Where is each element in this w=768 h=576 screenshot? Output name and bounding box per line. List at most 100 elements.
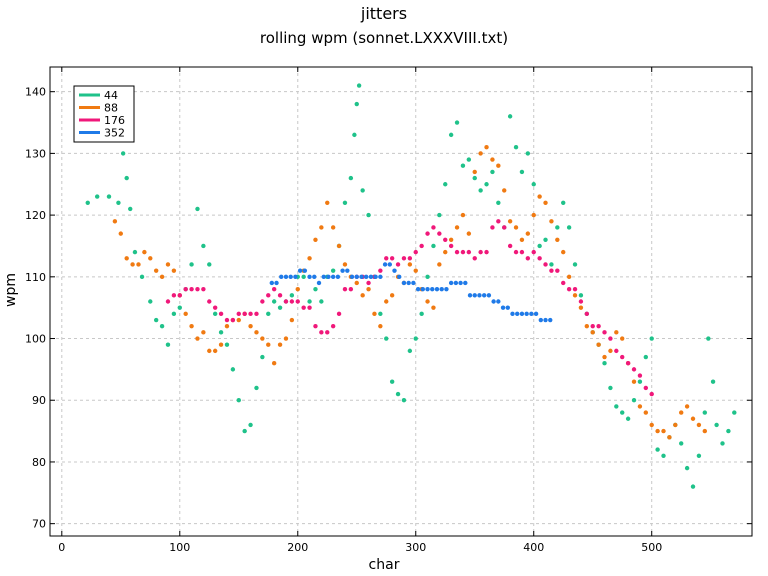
data-point xyxy=(620,354,625,360)
data-point xyxy=(510,311,515,317)
data-point xyxy=(643,410,649,415)
data-point xyxy=(411,280,416,286)
data-point xyxy=(543,200,548,205)
data-point xyxy=(293,274,298,280)
chart-title: jitters xyxy=(360,4,407,23)
data-point xyxy=(269,280,275,286)
data-point xyxy=(165,342,171,347)
data-point xyxy=(437,231,442,236)
data-point xyxy=(602,330,607,335)
data-point xyxy=(413,336,418,341)
data-point xyxy=(271,361,277,366)
data-point xyxy=(271,286,277,292)
data-point xyxy=(519,311,525,317)
series-44 xyxy=(85,83,737,489)
data-point xyxy=(307,256,312,261)
data-point xyxy=(439,286,444,292)
data-point xyxy=(602,354,607,360)
data-point xyxy=(224,323,230,329)
data-point xyxy=(378,268,383,273)
grid-lines xyxy=(50,67,752,536)
data-point xyxy=(384,299,389,304)
axis-ticks: 0 100 200 300 400 500 70 80 90 100 110 120 130 140 xyxy=(25,67,752,554)
data-point xyxy=(484,145,489,150)
legend-label: 88 xyxy=(104,102,118,115)
data-point xyxy=(448,243,454,249)
data-point xyxy=(366,280,371,286)
data-point xyxy=(336,243,342,249)
data-point xyxy=(608,336,613,341)
data-point xyxy=(401,280,407,286)
data-point xyxy=(578,299,584,304)
series-88 xyxy=(112,145,708,440)
data-point xyxy=(342,200,348,205)
data-point xyxy=(128,206,133,212)
data-point xyxy=(513,225,519,230)
data-point xyxy=(183,311,188,317)
data-point xyxy=(643,385,649,391)
data-point xyxy=(345,268,350,273)
data-point xyxy=(584,311,590,317)
data-point xyxy=(566,274,572,280)
data-points xyxy=(85,83,737,489)
data-point xyxy=(507,243,513,249)
data-point xyxy=(342,262,348,267)
data-point xyxy=(120,151,126,156)
data-point xyxy=(566,225,572,230)
data-point xyxy=(348,175,354,181)
data-point xyxy=(85,200,90,205)
data-point xyxy=(116,200,121,205)
data-point xyxy=(368,274,374,280)
data-point xyxy=(248,311,253,317)
data-point xyxy=(159,323,165,329)
data-point xyxy=(667,435,672,440)
data-point xyxy=(631,379,637,384)
data-point xyxy=(171,293,177,298)
data-point xyxy=(395,391,401,397)
data-point xyxy=(448,280,454,286)
data-point xyxy=(230,317,236,323)
data-point xyxy=(177,293,182,298)
data-point xyxy=(706,336,711,341)
data-point xyxy=(519,237,525,242)
x-tick-label: 300 xyxy=(405,541,426,554)
data-point xyxy=(279,274,284,280)
data-point xyxy=(608,348,613,354)
data-point xyxy=(354,274,359,280)
data-point xyxy=(283,299,289,304)
data-point xyxy=(525,231,531,236)
y-tick-label: 110 xyxy=(25,271,46,284)
data-point xyxy=(425,286,430,292)
data-point xyxy=(460,163,466,168)
data-point xyxy=(325,330,330,335)
data-point xyxy=(195,206,200,212)
x-tick-label: 400 xyxy=(523,541,544,554)
data-point xyxy=(189,262,194,267)
data-point xyxy=(637,379,643,384)
data-point xyxy=(572,286,578,292)
data-point xyxy=(153,317,159,323)
data-point xyxy=(289,299,295,304)
data-point xyxy=(584,323,590,329)
data-point xyxy=(266,311,271,317)
data-point xyxy=(466,231,472,236)
data-point xyxy=(236,311,241,317)
data-point xyxy=(352,132,357,138)
data-point xyxy=(496,299,501,304)
data-point xyxy=(637,404,643,409)
data-point xyxy=(307,305,312,310)
data-point xyxy=(260,336,265,341)
data-point xyxy=(673,422,678,428)
data-point xyxy=(467,293,473,298)
data-point xyxy=(525,151,531,156)
data-point xyxy=(726,428,731,434)
data-point xyxy=(360,293,365,298)
y-tick-label: 100 xyxy=(25,333,46,346)
data-point xyxy=(254,330,259,335)
data-point xyxy=(549,262,554,267)
data-point xyxy=(277,293,283,298)
data-point xyxy=(502,188,507,193)
data-point xyxy=(513,249,519,255)
data-point xyxy=(472,175,477,181)
